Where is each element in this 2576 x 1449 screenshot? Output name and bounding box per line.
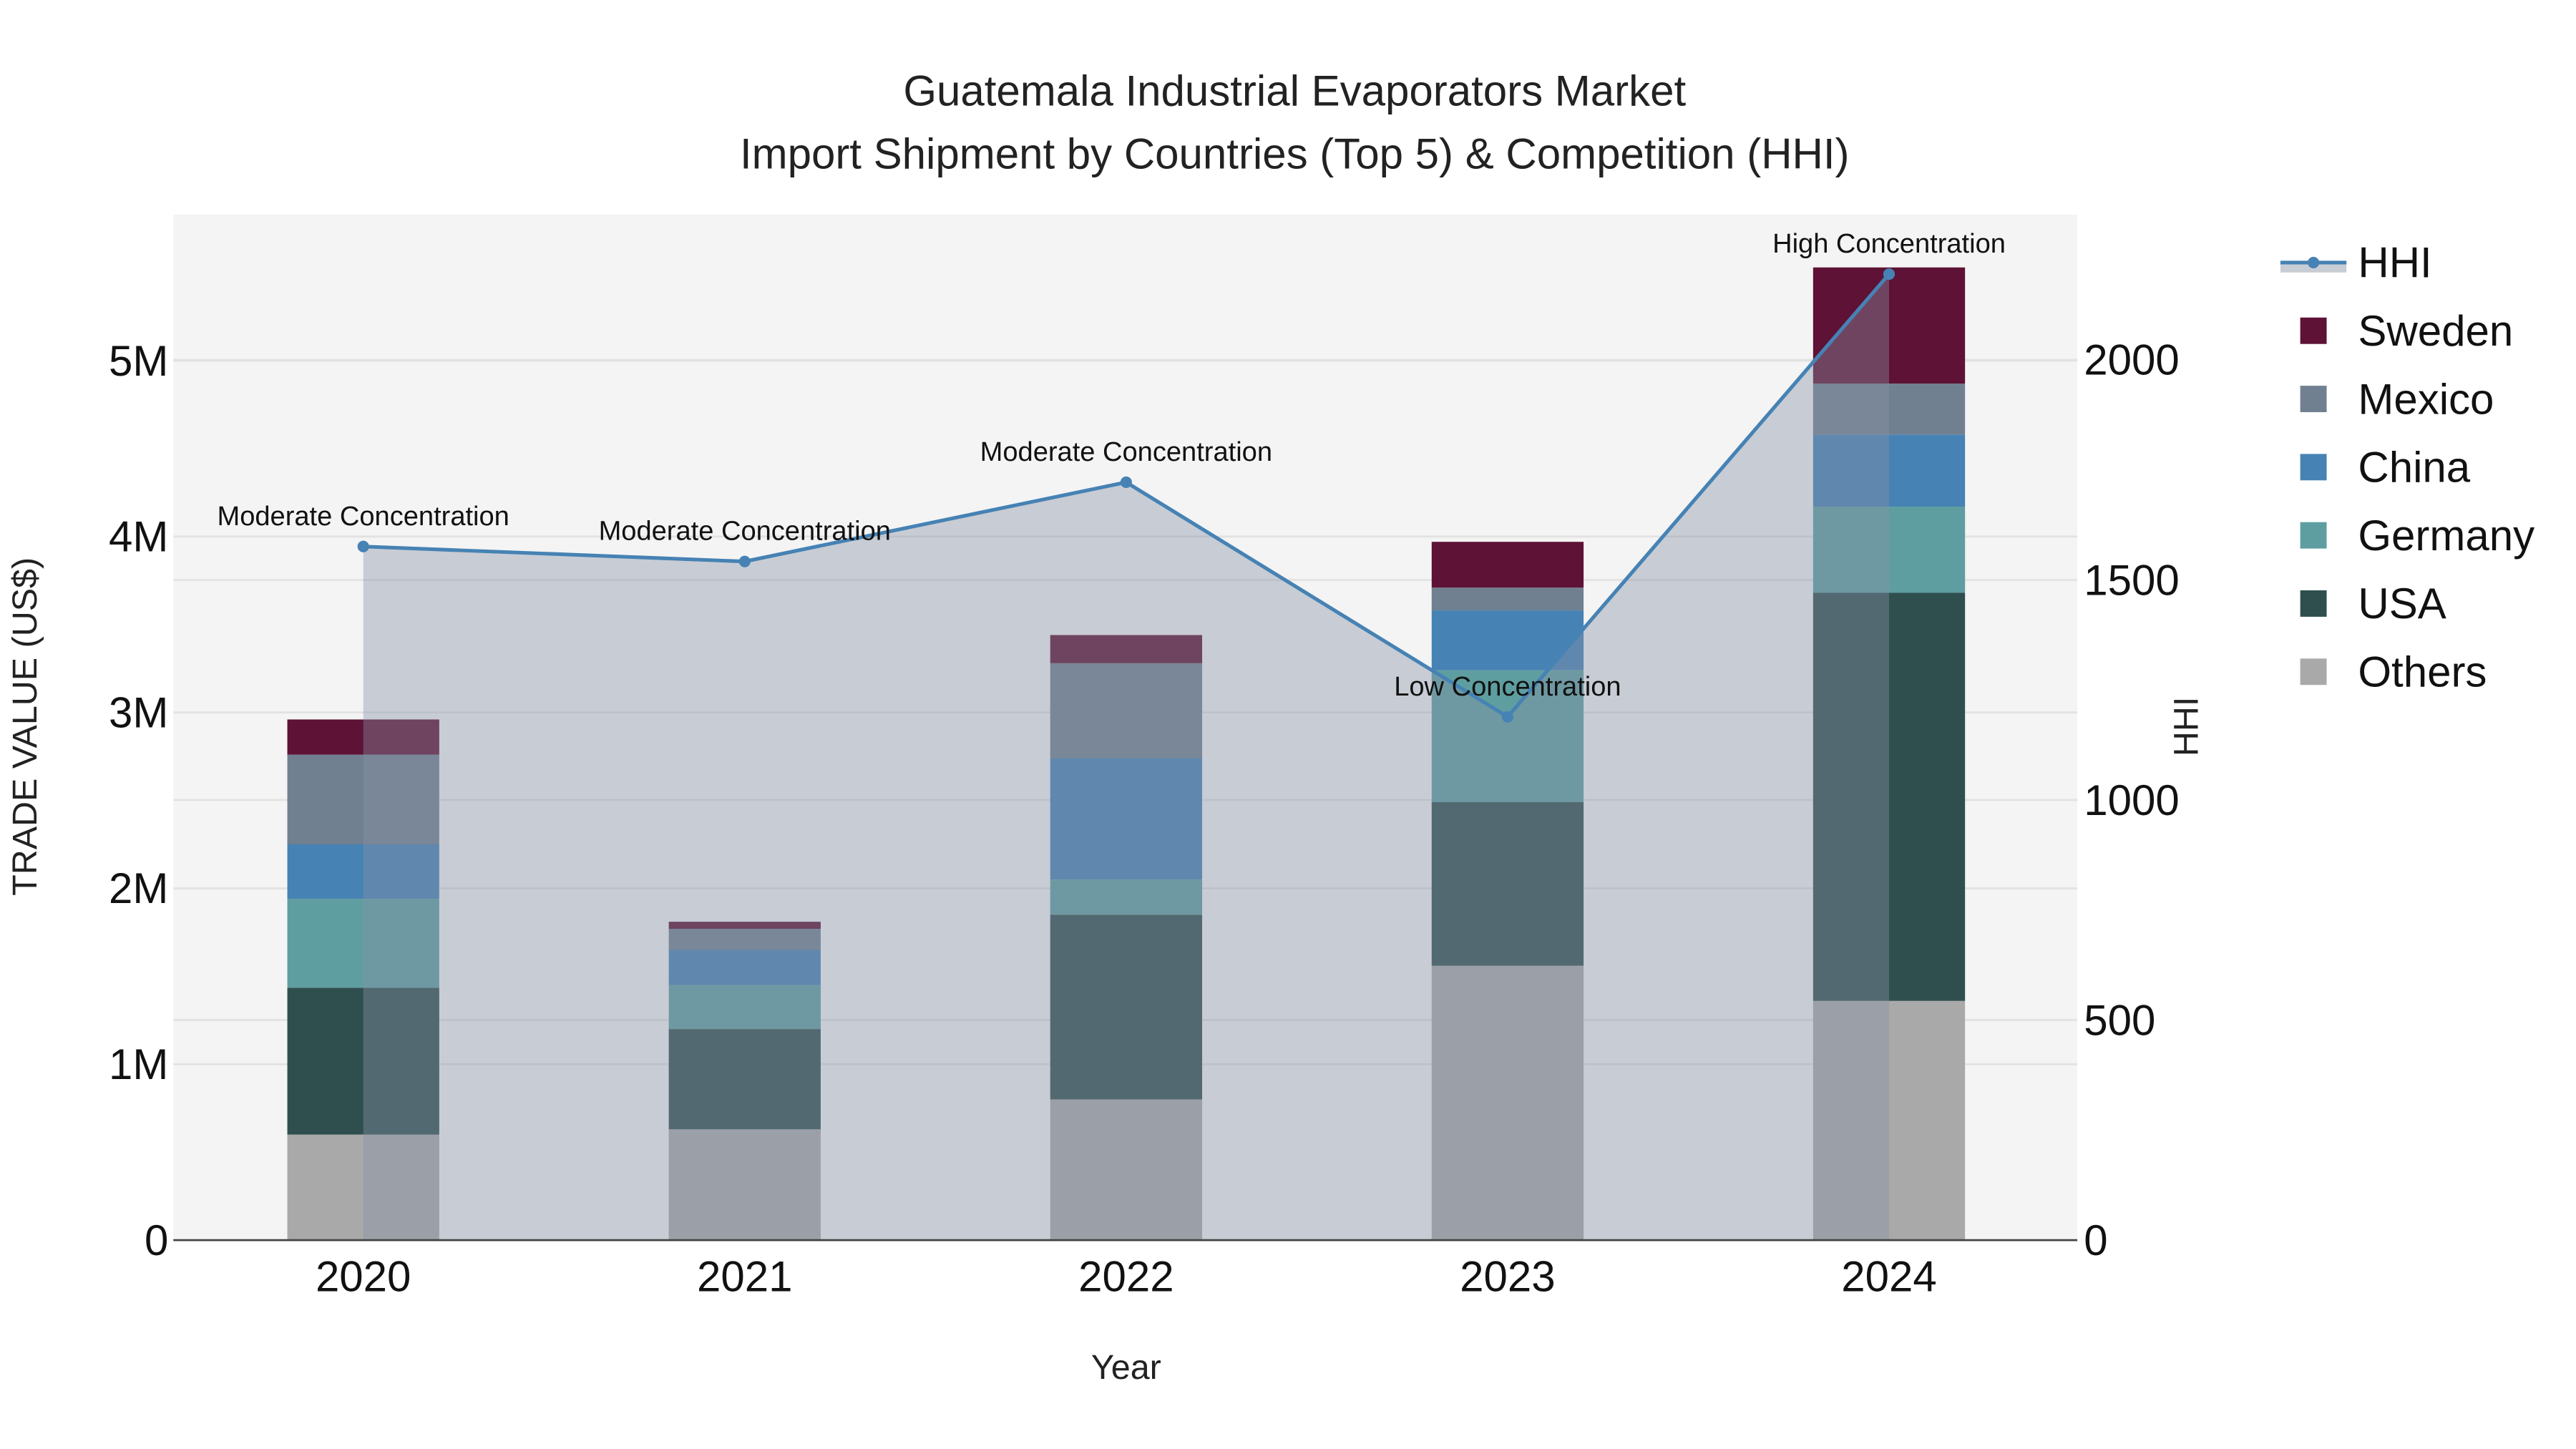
legend-swatch-mexico (2300, 386, 2327, 412)
bar-usa-2022 (1050, 914, 1202, 1100)
legend-label-germany: Germany (2358, 512, 2534, 560)
bar-others-2021 (668, 1129, 821, 1241)
bars (287, 267, 1966, 1241)
hhi-area (357, 268, 1896, 1241)
y2-tick-label: 2000 (2084, 336, 2179, 384)
bar-china-2024 (1813, 434, 1966, 507)
hhi-annotation-2023: Low Concentration (1394, 672, 1621, 702)
hhi-point-2023 (1501, 711, 1513, 723)
y2-tick-label: 1500 (2084, 556, 2179, 604)
bar-china-2022 (1050, 758, 1202, 880)
bar-mexico-2024 (1813, 383, 1966, 435)
bar-usa-2020 (287, 987, 439, 1135)
x-tick-label: 2024 (1841, 1253, 1936, 1301)
legend-label-sweden: Sweden (2358, 307, 2513, 355)
bar-mexico-2022 (1050, 663, 1202, 758)
hhi-point-2022 (1120, 476, 1132, 489)
legend-label-china: China (2358, 444, 2470, 492)
bar-germany-2024 (1813, 507, 1966, 593)
legend: HHI Sweden Mexico China Germany USA Others (2280, 239, 2534, 696)
y-axis-ticks: 0 1M 2M 3M 4M 5M (109, 337, 168, 1264)
bar-sweden-2022 (1050, 635, 1202, 663)
bar-usa-2021 (668, 1029, 821, 1130)
bar-others-2023 (1431, 965, 1584, 1241)
legend-label-hhi: HHI (2358, 239, 2431, 287)
y2-axis-ticks: 0 500 1000 1500 2000 (2084, 336, 2179, 1264)
y2-tick-label: 0 (2084, 1216, 2107, 1264)
hhi-point-2021 (738, 555, 751, 567)
x-tick-label: 2020 (316, 1253, 411, 1301)
legend-swatch-usa (2300, 590, 2327, 617)
bar-mexico-2020 (287, 754, 439, 845)
hhi-annotation-2021: Moderate Concentration (599, 517, 891, 547)
bar-others-2022 (1050, 1099, 1202, 1241)
hhi-area-fill (363, 274, 1889, 1241)
hhi-annotations: Moderate Concentration Moderate Concentra… (218, 229, 2006, 702)
y2-tick-label: 500 (2084, 996, 2155, 1044)
legend-swatch-sweden (2300, 317, 2327, 344)
hhi-annotation-2022: Moderate Concentration (980, 437, 1272, 467)
chart-title-line1: Guatemala Industrial Evaporators Market (903, 67, 1686, 115)
bar-china-2021 (668, 950, 821, 985)
bar-china-2020 (287, 844, 439, 899)
legend-swatch-china (2300, 454, 2327, 481)
legend-label-usa: USA (2358, 580, 2446, 628)
y-tick-label: 3M (109, 688, 168, 736)
bar-germany-2020 (287, 899, 439, 988)
bar-mexico-2021 (668, 928, 821, 950)
y2-tick-label: 1000 (2084, 776, 2179, 824)
x-axis-label: Year (1091, 1348, 1161, 1387)
bar-others-2020 (287, 1134, 439, 1241)
bar-usa-2023 (1431, 802, 1584, 966)
y2-axis-label: HHI (2167, 697, 2206, 756)
y-tick-label: 0 (145, 1216, 168, 1264)
y-tick-label: 1M (109, 1040, 168, 1088)
bar-sweden-2023 (1431, 542, 1584, 588)
bar-germany-2021 (668, 985, 821, 1030)
legend-label-mexico: Mexico (2358, 375, 2494, 423)
bar-sweden-2020 (287, 719, 439, 755)
legend-swatch-germany (2300, 522, 2327, 549)
bar-sweden-2021 (668, 922, 821, 929)
legend-hhi-marker (2308, 256, 2320, 268)
y-tick-label: 2M (109, 864, 168, 912)
bar-sweden-2024 (1813, 267, 1966, 384)
y-tick-label: 5M (109, 337, 168, 385)
hhi-point-2024 (1883, 268, 1896, 280)
hhi-annotation-2020: Moderate Concentration (218, 502, 509, 532)
x-tick-label: 2022 (1078, 1253, 1174, 1301)
legend-label-others: Others (2358, 648, 2487, 696)
bar-usa-2024 (1813, 592, 1966, 1001)
x-tick-label: 2023 (1460, 1253, 1555, 1301)
bar-germany-2023 (1431, 670, 1584, 803)
hhi-annotation-2024: High Concentration (1772, 229, 2006, 259)
hhi-point-2020 (357, 540, 369, 552)
bar-others-2024 (1813, 1000, 1966, 1241)
legend-swatch-others (2300, 658, 2327, 686)
y-tick-label: 4M (109, 513, 168, 561)
x-axis-ticks: 2020 2021 2022 2023 2024 (316, 1253, 1937, 1301)
bar-mexico-2023 (1431, 587, 1584, 611)
x-tick-label: 2021 (697, 1253, 792, 1301)
chart-title-line2: Import Shipment by Countries (Top 5) & C… (740, 130, 1850, 177)
bar-germany-2022 (1050, 879, 1202, 915)
y-axis-label: TRADE VALUE (US$) (6, 557, 44, 896)
